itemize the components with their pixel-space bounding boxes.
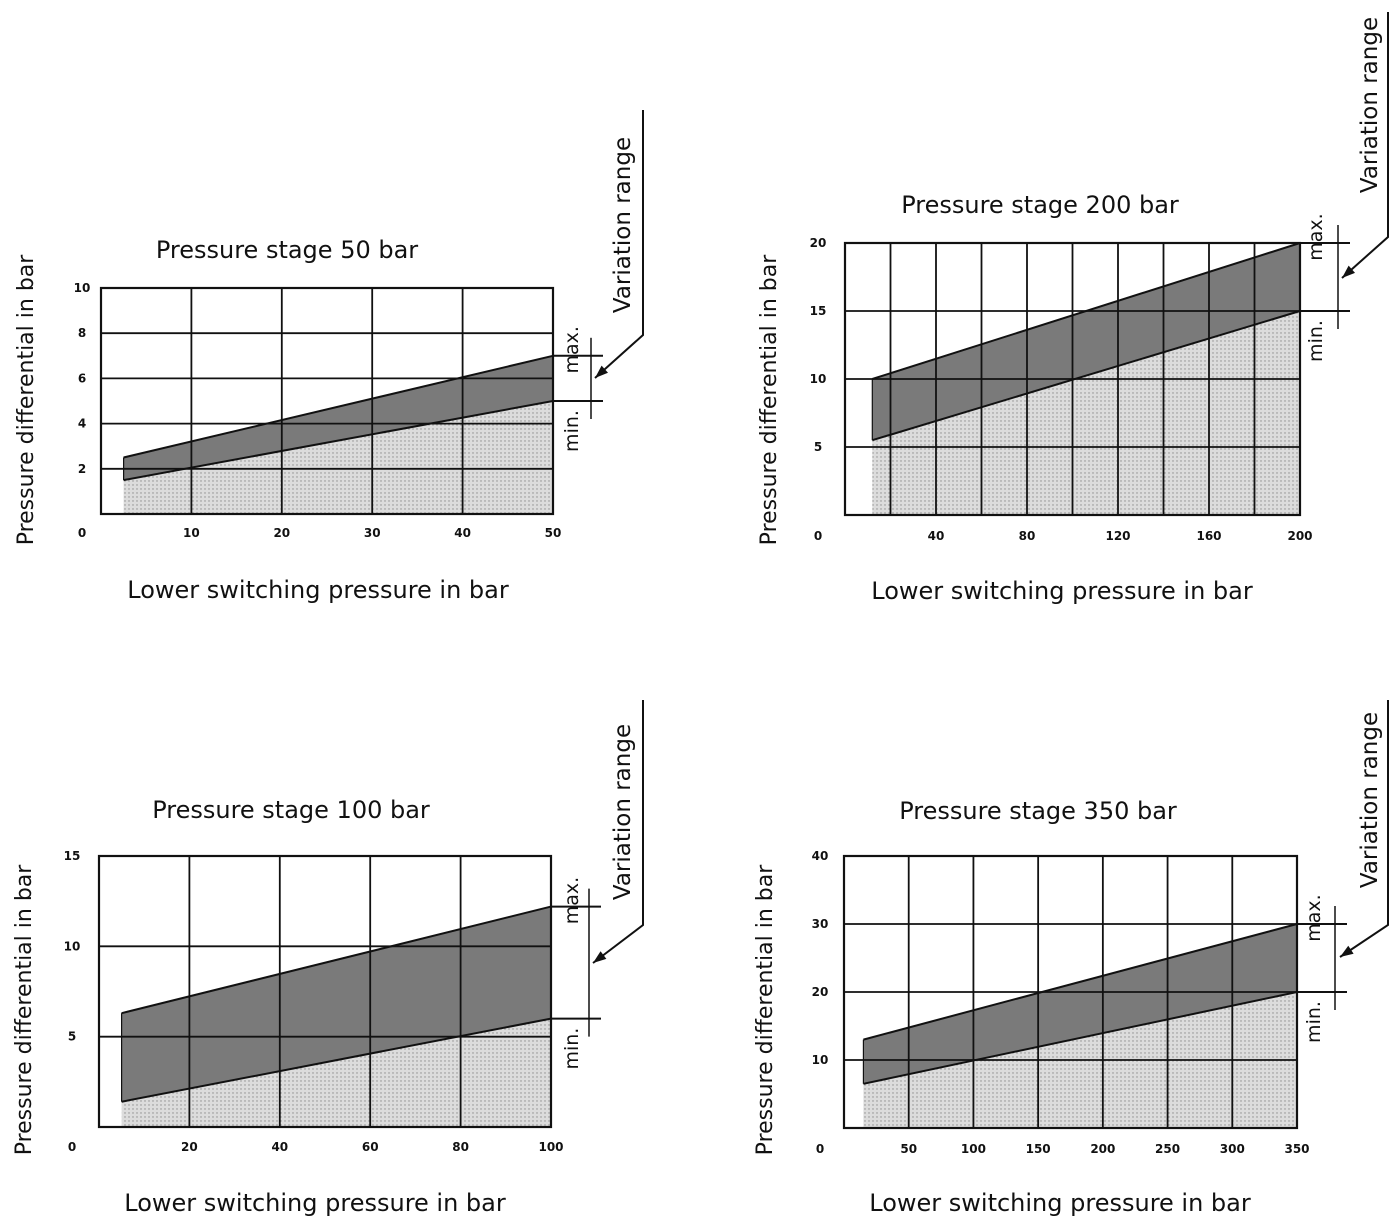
min-label: min. [561, 410, 583, 452]
arrowhead-icon [1340, 945, 1354, 957]
variation-band [121, 906, 551, 1102]
x-tick-label: 150 [1026, 1142, 1051, 1156]
below-min-area [872, 311, 1300, 515]
x-tick-label: 100 [961, 1142, 986, 1156]
chart-title: Pressure stage 50 bar [156, 236, 418, 264]
y-tick-label: 8 [78, 326, 86, 340]
x-tick-label: 80 [452, 1140, 469, 1154]
x-tick-label: 0 [816, 1142, 824, 1156]
x-tick-label: 0 [68, 1140, 76, 1154]
x-axis-label: Lower switching pressure in bar [871, 577, 1253, 605]
arrowhead-icon [1342, 265, 1356, 278]
min-label: min. [1305, 320, 1327, 362]
x-axis-label: Lower switching pressure in bar [124, 1189, 506, 1217]
variation-range-label: Variation range [1357, 712, 1383, 888]
series-line-max [863, 923, 1298, 1041]
max-label: max. [1303, 894, 1325, 941]
x-tick-label: 20 [273, 526, 290, 540]
y-axis-label: Pressure differential in bar [753, 864, 778, 1156]
y-tick-label: 6 [78, 371, 86, 385]
variation-range-leader [592, 700, 644, 964]
chart-title: Pressure stage 350 bar [899, 797, 1177, 825]
y-axis-label: Pressure differential in bar [757, 254, 782, 546]
variation-band [872, 243, 1300, 441]
y-axis-label: Pressure differential in bar [12, 864, 37, 1156]
x-tick-label: 50 [900, 1142, 917, 1156]
y-tick-label: 4 [78, 417, 86, 431]
x-tick-label: 40 [454, 526, 471, 540]
y-tick-label: 15 [64, 849, 81, 863]
variation-range-leader [594, 110, 644, 379]
variation-range-leader [1339, 700, 1389, 958]
series-line-min [872, 310, 1301, 442]
chart-title: Pressure stage 100 bar [152, 796, 430, 824]
y-tick-label: 20 [810, 236, 827, 250]
x-tick-label: 40 [928, 529, 945, 543]
y-tick-label: 15 [810, 304, 827, 318]
min-label: min. [561, 1028, 583, 1070]
variation-range-label: Variation range [1357, 17, 1383, 193]
variation-range-label: Variation range [610, 724, 636, 900]
x-tick-label: 40 [271, 1140, 288, 1154]
y-tick-label: 2 [78, 462, 86, 476]
x-tick-label: 60 [362, 1140, 379, 1154]
x-tick-label: 300 [1220, 1142, 1245, 1156]
variation-band [863, 924, 1297, 1084]
series-line-max [871, 242, 1301, 380]
series-line-min [123, 400, 554, 482]
y-tick-label: 40 [812, 849, 829, 863]
y-tick-label: 10 [812, 1053, 829, 1067]
arrowhead-icon [593, 951, 607, 963]
y-axis-label: Pressure differential in bar [14, 254, 39, 546]
x-axis-label: Lower switching pressure in bar [127, 576, 509, 604]
y-tick-label: 5 [814, 440, 822, 454]
x-tick-label: 0 [78, 526, 86, 540]
x-tick-label: 50 [545, 526, 562, 540]
x-tick-label: 350 [1284, 1142, 1309, 1156]
series-line-max [121, 905, 552, 1015]
x-tick-label: 160 [1196, 529, 1221, 543]
series-line-min [863, 991, 1298, 1085]
plot-frame [97, 854, 553, 1129]
x-tick-label: 200 [1287, 529, 1312, 543]
x-tick-label: 20 [181, 1140, 198, 1154]
variation-range-label: Variation range [610, 137, 636, 313]
variation-band [123, 355, 553, 481]
x-tick-label: 250 [1155, 1142, 1180, 1156]
min-label: min. [1303, 1001, 1325, 1043]
x-tick-label: 120 [1105, 529, 1130, 543]
arrowhead-icon [595, 365, 608, 378]
y-tick-label: 5 [68, 1030, 76, 1044]
x-tick-label: 10 [183, 526, 200, 540]
y-tick-label: 20 [812, 985, 829, 999]
x-tick-label: 30 [364, 526, 381, 540]
below-min-area [123, 401, 553, 514]
x-tick-label: 200 [1090, 1142, 1115, 1156]
series-line-max [123, 354, 554, 459]
max-label: max. [1305, 213, 1327, 260]
y-tick-label: 10 [74, 281, 91, 295]
x-tick-label: 0 [814, 529, 822, 543]
x-tick-label: 100 [538, 1140, 563, 1154]
max-label: max. [561, 877, 583, 924]
series-line-min [121, 1017, 552, 1103]
max-label: max. [561, 326, 583, 373]
y-tick-label: 30 [812, 917, 829, 931]
y-tick-label: 10 [810, 372, 827, 386]
below-min-area [121, 1018, 551, 1127]
y-tick-label: 10 [64, 939, 81, 953]
variation-range-leader [1341, 12, 1389, 279]
chart-title: Pressure stage 200 bar [901, 191, 1179, 219]
x-tick-label: 80 [1019, 529, 1036, 543]
x-axis-label: Lower switching pressure in bar [869, 1189, 1251, 1217]
